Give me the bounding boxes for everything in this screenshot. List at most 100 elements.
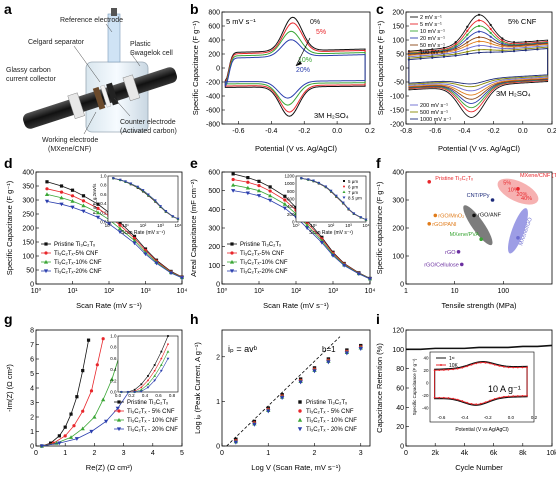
panel-g-inset-line [121, 358, 169, 393]
panel-c-marker [466, 37, 469, 40]
panel-f-point-label: rGO [445, 250, 456, 256]
panel-c-legend-label: 500 mV s⁻¹ [420, 110, 448, 116]
panel-g-inset-point [146, 386, 150, 389]
panel-h-legend-label: Ti₃C₂Tₓ - 5% CNF [306, 409, 354, 415]
pd-data-point [45, 187, 49, 191]
panel-c-chart: -0.8 -0.6 -0.4 -0.2 0.0 0.2 -200 -150 -100 -50 0 50… [376, 10, 556, 154]
panel-f-data-point [427, 222, 432, 226]
panel-f-region-label: 5% [503, 181, 511, 187]
panel-g-inset-point [140, 383, 143, 386]
panel-g-inset-ytick-label: 0.2 [110, 378, 117, 383]
panel-b-xtick-label: -0.2 [298, 128, 310, 135]
panel-g-data-point [57, 441, 62, 446]
panel-c-axes: -0.8 -0.6 -0.4 -0.2 0.0 0.2 -200 -150 -100 -50 0 50… [390, 10, 556, 136]
pd-inset-point [146, 193, 150, 196]
panel-c-marker [489, 51, 492, 54]
panel-h-equation: iₚ = avᵇ [228, 344, 258, 354]
pe-data-point [342, 263, 347, 268]
panel-i-inset-marker [466, 365, 468, 368]
pe-data-point [282, 202, 287, 206]
pe-xtick-label: 10³ [328, 288, 339, 295]
panel-f-point-label: Pristine Ti₃C₂Tₓ [435, 176, 473, 182]
label-counter-electrode-material: (Activated carbon) [120, 128, 177, 135]
panel-i-ytick-label: 20 [396, 424, 404, 431]
panel-g-inset-point [133, 388, 136, 391]
pd-data-point [44, 199, 50, 204]
panel-d-inset-frame [107, 175, 179, 223]
pd-ytick-label: 350 [22, 184, 34, 191]
panel-i-inset-xtick-label: 0.2 [531, 415, 538, 420]
pe-data-point [245, 191, 250, 196]
panel-g-legend-marker [117, 409, 121, 413]
panel-c-cv-loop [408, 19, 549, 113]
panel-b-ytick-label: 400 [208, 38, 220, 45]
panel-i-inset-legend-label: 1ˢᵗ [449, 356, 455, 362]
panel-g-inset-ytick-label: 1.0 [110, 334, 117, 339]
panel-f-rgo-anf-region [463, 205, 493, 246]
panel-g-data-point [92, 414, 97, 419]
panel-g-legend-label: Pristine Ti₃C₂Tₓ [127, 400, 168, 406]
pd-data-point [117, 226, 123, 231]
panel-i-inset-marker [438, 396, 441, 399]
panel-f-region-label: 10% [508, 188, 519, 194]
panel-c-marker [454, 49, 457, 52]
pd-inset-xtick-label: 10² [140, 223, 147, 228]
pe-ytick-label: 300 [208, 226, 220, 233]
panel-i-inset-marker [512, 395, 515, 398]
panel-e-inset-legend: 5 μm6 μm7 μm8.5 μm [342, 179, 362, 201]
pe-ytick-label: 400 [208, 207, 220, 214]
panel-i-inset-marker [503, 365, 505, 368]
panel-b-xtick-label: -0.4 [265, 128, 277, 135]
panel-b-ytick-label: -200 [206, 80, 220, 87]
pe-inset-point [329, 189, 333, 193]
panel-f-data-point [472, 213, 476, 218]
pe-inset-point [352, 212, 356, 215]
panel-f-data-point [427, 180, 432, 184]
panel-c-marker [466, 25, 469, 28]
panel-b-ylabel: Specific Capacitance (F g⁻¹) [191, 20, 200, 115]
panel-c-legend-top: 2 mV s⁻¹5 mV s⁻¹10 mV s⁻¹20 mV s⁻¹50 mV … [410, 15, 448, 56]
panel-e-axes: 10⁰ 10¹ 10² 10³ 10⁴ 0 100 200 300 400 500 600 [208, 170, 375, 296]
panel-i-inset-marker [438, 369, 441, 372]
pe-data-point [257, 184, 261, 188]
panel-i-inset-marker [507, 366, 510, 369]
panel-e-inset-legend-label: 5 μm [348, 179, 358, 184]
panel-h-legend-marker [298, 409, 302, 413]
panel-f-point-label: rGO/Cellulose [424, 262, 459, 268]
panel-g-data-point [63, 425, 67, 429]
pe-inset-ytick-label: 0 [292, 220, 295, 225]
panel-i-inset-ytick-label: -20 [422, 393, 429, 398]
pd-inset-point [176, 217, 180, 221]
pd-inset-ytick-label: 1.0 [100, 174, 107, 179]
pe-legend-marker [229, 259, 235, 264]
pe-inset-ytick-label: 1000 [284, 181, 295, 186]
pd-legend-marker [44, 242, 48, 246]
pe-data-point [356, 272, 361, 277]
pe-inset-xtick-label: 10³ [345, 223, 352, 228]
panel-i-ytick-label: 0 [400, 444, 404, 451]
panel-h-data-point [266, 409, 271, 414]
pe-inset-xtick-label: 10² [328, 223, 335, 228]
pd-data-point [81, 194, 86, 198]
panel-b-legend-label: 20% [296, 67, 310, 74]
panel-g-inset-point [139, 388, 143, 391]
panel-i-inset-marker [493, 363, 496, 366]
panel-g-inset-point [153, 364, 156, 366]
panel-d-ylabel: Specific Capacitance (F g⁻¹) [5, 180, 14, 275]
panel-g-series-line [41, 338, 104, 447]
panel-e-inset-legend-marker [342, 196, 346, 199]
pe-inset-point [312, 179, 315, 183]
pe-legend-label: Ti₃C₂Tₓ-10% CNF [240, 260, 288, 266]
panel-b-trend-arrow [295, 37, 311, 67]
pe-legend-marker [229, 269, 235, 274]
panel-i-ytick-label: 60 [396, 386, 404, 393]
pd-data-point [132, 241, 137, 246]
panel-h-ytick-label: 0 [216, 444, 220, 451]
panel-h-xlabel: Log V (Scan Rate, mV s⁻¹) [251, 463, 341, 472]
panel-f-axes: 1 10 100 0 100 200 300 400 [392, 170, 509, 296]
panel-b-ytick-label: 800 [208, 10, 220, 17]
panel-e-inset-xlabel: Scan Rate (mV s⁻¹) [309, 230, 353, 236]
panel-g-data-point [101, 397, 106, 402]
panel-i-inset-marker [475, 362, 478, 365]
pe-data-point [305, 223, 310, 227]
